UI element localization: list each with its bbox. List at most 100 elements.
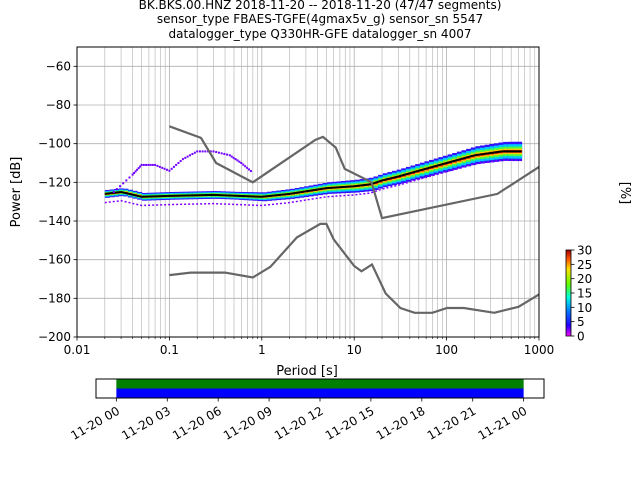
noise-models bbox=[169, 125, 539, 314]
psd-outlier-point bbox=[122, 182, 125, 185]
x-tick-label: 1 bbox=[258, 343, 266, 357]
psd-outlier-point bbox=[131, 173, 134, 176]
psd-outlier-point bbox=[209, 150, 212, 153]
coverage-tick-label: 11-20 12 bbox=[272, 404, 326, 443]
psd-outlier-point bbox=[212, 150, 215, 153]
psd-outlier-point bbox=[242, 163, 245, 166]
psd-outlier-point bbox=[175, 163, 178, 166]
psd-outlier-point bbox=[193, 151, 196, 154]
coverage-bar bbox=[116, 379, 524, 389]
coverage-tick-label: 11-20 15 bbox=[323, 404, 377, 443]
colorbar-tick-label: 25 bbox=[577, 258, 592, 272]
psd-outlier-point bbox=[112, 191, 115, 193]
psd-outlier-point bbox=[119, 185, 122, 188]
chart-title-line-2: sensor_type FBAES-TGFE(4gmax5v_g) sensor… bbox=[156, 12, 484, 26]
coverage-tick-label: 11-20 03 bbox=[119, 404, 173, 443]
psd-outlier-point bbox=[228, 154, 231, 157]
psd-outlier-point bbox=[151, 163, 154, 166]
psd-outlier-point bbox=[137, 167, 140, 170]
psd-outlier-point bbox=[220, 152, 223, 155]
psd-outlier-point bbox=[240, 162, 243, 164]
psd-outlier-point bbox=[249, 170, 252, 173]
y-axis-label: Power [dB] bbox=[9, 157, 24, 228]
x-tick-label: 100 bbox=[435, 343, 458, 357]
psd-outlier-point bbox=[149, 163, 152, 166]
coverage-bar bbox=[116, 388, 524, 398]
colorbar-tick-label: 0 bbox=[577, 330, 585, 344]
psd-outlier-point bbox=[179, 160, 182, 163]
psd-outlier-point bbox=[115, 188, 118, 191]
y-tick-label: −160 bbox=[38, 253, 71, 267]
psd-outlier-point bbox=[234, 158, 237, 161]
low-noise-model-line bbox=[169, 222, 539, 314]
colorbar-gradient bbox=[565, 249, 572, 337]
psd-outlier-point bbox=[168, 169, 171, 172]
y-tick-label: −200 bbox=[38, 330, 71, 344]
colorbar-tick-label: 10 bbox=[577, 301, 592, 315]
coverage-tick-label: 11-20 09 bbox=[221, 404, 275, 443]
x-tick-label: 0.01 bbox=[64, 343, 91, 357]
psd-outlier-point bbox=[158, 165, 161, 168]
psd-outlier-point bbox=[201, 150, 204, 153]
psd-outlier-point bbox=[128, 176, 131, 179]
psd-outlier-point bbox=[217, 151, 220, 154]
psd-outlier-point bbox=[198, 150, 201, 153]
x-tick-label: 0.1 bbox=[160, 343, 179, 357]
psd-outlier-point bbox=[230, 155, 233, 158]
psd-outlier-point bbox=[147, 163, 150, 166]
psd-outlier-point bbox=[181, 158, 184, 161]
x-axis-label: Period [s] bbox=[276, 364, 338, 379]
psd-outlier-point bbox=[163, 167, 166, 170]
psd-outlier-point bbox=[215, 151, 218, 154]
psd-outlier-point bbox=[142, 163, 145, 166]
y-tick-label: −140 bbox=[38, 214, 71, 228]
x-tick-label: 1000 bbox=[524, 343, 555, 357]
psd-outlier-point bbox=[191, 152, 194, 155]
psd-outlier-point bbox=[189, 154, 192, 157]
y-tick-label: −100 bbox=[38, 137, 71, 151]
psd-outlier-point bbox=[223, 152, 226, 155]
colorbar-tick-label: 20 bbox=[577, 272, 592, 286]
colorbar-tick-label: 15 bbox=[577, 287, 592, 301]
y-tick-label: −60 bbox=[46, 59, 71, 73]
psd-outlier-point bbox=[154, 163, 157, 166]
psd-outlier-point bbox=[156, 164, 159, 167]
psd-outlier-point bbox=[125, 179, 128, 182]
psd-outlier-point bbox=[133, 171, 136, 174]
psd-histogram bbox=[104, 141, 523, 207]
y-tick-label: −120 bbox=[38, 175, 71, 189]
psd-outlier-point bbox=[226, 153, 229, 156]
psd-outlier-point bbox=[140, 163, 143, 166]
y-tick-label: −180 bbox=[38, 291, 71, 305]
psd-outlier-point bbox=[136, 168, 139, 171]
colorbar-tick-label: 30 bbox=[577, 244, 592, 258]
psd-outlier-point bbox=[166, 168, 169, 171]
chart-title-line-1: BK.BKS.00.HNZ 2018-11-20 -- 2018-11-20 (… bbox=[138, 0, 502, 12]
coverage-tick-label: 11-20 18 bbox=[374, 404, 428, 443]
high-noise-model-line bbox=[169, 125, 539, 220]
coverage-tick-label: 11-20 21 bbox=[425, 404, 479, 443]
coverage-tick-label: 11-20 00 bbox=[68, 404, 122, 443]
psd-outlier-point bbox=[139, 165, 142, 168]
psd-outlier-point bbox=[134, 170, 137, 173]
psd-outlier-point bbox=[186, 155, 189, 158]
psd-outlier-point bbox=[232, 156, 235, 159]
psd-outlier-point bbox=[170, 167, 173, 170]
psd-mode-line bbox=[104, 150, 522, 198]
psd-outlier-point bbox=[196, 150, 199, 153]
psd-outlier-point bbox=[247, 168, 250, 171]
psd-outlier-point bbox=[184, 156, 187, 159]
psd-outlier-point bbox=[172, 165, 175, 168]
psd-outlier-point bbox=[145, 163, 148, 166]
y-tick-label: −80 bbox=[46, 98, 71, 112]
psd-outlier-point bbox=[244, 165, 247, 168]
x-tick-label: 10 bbox=[347, 343, 362, 357]
psd-outlier-point bbox=[161, 166, 164, 169]
colorbar-tick-label: 5 bbox=[577, 315, 585, 329]
plot-frame bbox=[76, 46, 540, 338]
psd-lower-edge bbox=[104, 159, 522, 207]
